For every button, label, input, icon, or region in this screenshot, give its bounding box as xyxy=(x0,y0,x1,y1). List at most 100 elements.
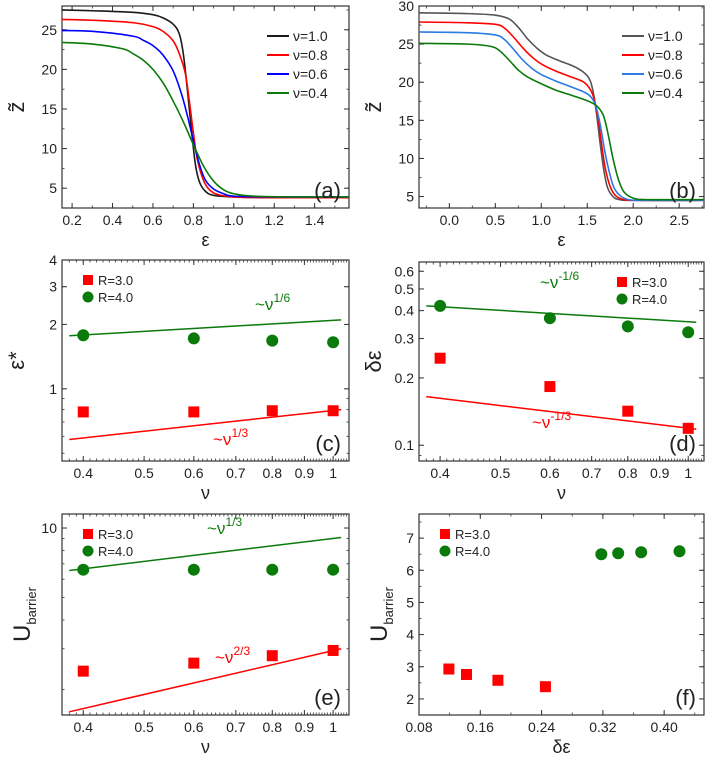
y-tick-label: 3 xyxy=(406,659,414,675)
y-tick-label: 15 xyxy=(398,112,414,128)
fit-annotation-exponent: 2/3 xyxy=(233,644,250,658)
legend-label: R=3.0 xyxy=(632,275,667,290)
y-axis-label: Ubarrier xyxy=(9,586,39,642)
data-point-circle xyxy=(434,299,447,312)
fit-annotation-base: ~ν xyxy=(207,519,225,538)
panel-a: 0.2 0.4 0.6 0.8 1.0 1.2 1.4 5 10 15 20 25 ε z̃ ν=1.0 ν=… xyxy=(4,5,350,250)
x-axis-label: ν xyxy=(557,483,566,503)
x-tick-label: 0.0 xyxy=(440,212,460,228)
panel-b: 0.0 0.5 1.0 1.5 2.0 2.5 5 10 15 20 25 30 ε z̃ ν=1.0 ν=0… xyxy=(361,0,705,250)
fit-annotation: ~ν-1/3 xyxy=(532,409,571,432)
series-line xyxy=(419,12,704,202)
legend-marker xyxy=(83,529,93,539)
y-tick-label: 10 xyxy=(41,141,57,157)
y-axis-label-sub: barrier xyxy=(381,586,396,624)
y-tick-label: 20 xyxy=(41,61,57,77)
panel-label: (f) xyxy=(675,685,696,710)
series-line xyxy=(419,31,704,202)
x-tick-label: 2.0 xyxy=(623,212,643,228)
fit-line xyxy=(69,408,342,441)
y-tick-label: 10 xyxy=(41,520,57,536)
data-point-circle xyxy=(77,563,90,576)
legend-label: R=3.0 xyxy=(98,273,133,288)
data-layer xyxy=(62,9,349,199)
x-tick-label: 0.6 xyxy=(143,212,163,228)
plot-frame xyxy=(418,261,705,462)
legend-marker xyxy=(440,529,450,539)
y-axis-label: z̃ xyxy=(361,102,386,113)
x-tick-label: 1 xyxy=(329,465,337,481)
data-point-square xyxy=(682,422,694,434)
panel-label: (b) xyxy=(669,178,696,203)
data-point-square xyxy=(539,681,551,693)
data-point-square xyxy=(492,674,504,686)
y-tick-label: 6 xyxy=(406,562,414,578)
legend-marker xyxy=(83,275,93,285)
panel-d: 0.4 0.5 0.6 0.7 0.8 0.9 1 0.1 0.2 0.3 0.4 0.5 0.6 ν δε… xyxy=(361,261,705,503)
x-tick-label: 0.5 xyxy=(134,719,154,735)
y-tick-label: 20 xyxy=(398,74,414,90)
data-point-square xyxy=(443,663,455,675)
x-tick-label: 1.5 xyxy=(578,212,598,228)
data-point-circle xyxy=(266,563,279,576)
x-tick-label: 1.0 xyxy=(532,212,552,228)
x-tick-label: 0.8 xyxy=(263,719,283,735)
series-line xyxy=(62,41,349,198)
x-tick-label: 0.5 xyxy=(134,465,154,481)
data-point-circle xyxy=(673,545,686,558)
y-axis-label: Ubarrier xyxy=(366,586,396,642)
fit-annotation-exponent: 1/3 xyxy=(231,426,248,440)
x-tick-label: 0.7 xyxy=(226,719,246,735)
data-point-square xyxy=(622,405,634,417)
fit-annotation-base: ~ν xyxy=(540,273,558,292)
x-tick-label: 0.5 xyxy=(491,465,511,481)
y-tick-label: 7 xyxy=(406,530,414,546)
x-tick-label: 1.2 xyxy=(264,212,284,228)
fit-annotation: ~ν-1/6 xyxy=(540,269,579,292)
x-tick-label: 2.5 xyxy=(669,212,689,228)
data-point-circle xyxy=(621,320,634,333)
data-layer xyxy=(443,545,686,693)
panel-f: 0.08 0.16 0.24 0.32 0.40 2 3 4 5 6 7 δε Ubarrier R=3.… xyxy=(366,513,705,757)
x-tick-label: 0.7 xyxy=(226,465,246,481)
plot-frame xyxy=(418,5,705,209)
series-line xyxy=(62,29,349,198)
fit-line xyxy=(426,305,697,323)
legend-label: R=3.0 xyxy=(98,527,133,542)
panel-e: 0.4 0.5 0.6 0.7 0.8 0.9 1 10 ν Ubarrier R=3.0 R=4.0… xyxy=(9,513,350,757)
x-axis-label: ν xyxy=(201,737,210,757)
y-tick-label: 15 xyxy=(41,101,57,117)
y-axis-label-sub: barrier xyxy=(24,586,39,624)
panel-label: (d) xyxy=(669,431,696,456)
y-tick-label: 5 xyxy=(406,594,414,610)
legend-marker xyxy=(439,545,451,557)
y-tick-label: 0.6 xyxy=(395,263,415,279)
legend-label: ν=0.4 xyxy=(648,85,683,101)
y-axis-label-base: U xyxy=(366,625,393,642)
x-tick-label: 0.9 xyxy=(295,465,315,481)
x-tick-label: 0.9 xyxy=(650,465,670,481)
x-tick-label: 1.4 xyxy=(305,212,325,228)
x-tick-label: 0.24 xyxy=(528,719,555,735)
fit-annotation-base: ~ν xyxy=(213,430,231,449)
fit-annotation-base: ~ν xyxy=(215,648,233,667)
data-point-square xyxy=(266,405,278,417)
x-tick-label: 0.2 xyxy=(62,212,82,228)
y-tick-label: 25 xyxy=(41,22,57,38)
x-tick-label: 0.8 xyxy=(263,465,283,481)
y-tick-label: 2 xyxy=(49,316,57,332)
x-tick-label: 0.08 xyxy=(405,719,432,735)
legend-label: ν=1.0 xyxy=(648,28,683,44)
x-tick-label: 0.7 xyxy=(582,465,602,481)
panel-label: (a) xyxy=(314,178,341,203)
x-tick-label: 0.4 xyxy=(74,465,94,481)
plot-frame xyxy=(61,259,350,462)
data-point-circle xyxy=(266,334,279,347)
x-axis-label: δε xyxy=(552,737,570,757)
data-point-square xyxy=(77,406,89,418)
data-point-circle xyxy=(635,546,648,559)
x-tick-label: 0.4 xyxy=(74,719,94,735)
panel-label: (e) xyxy=(314,685,341,710)
data-point-square xyxy=(188,657,200,669)
x-tick-label: 1 xyxy=(329,719,337,735)
